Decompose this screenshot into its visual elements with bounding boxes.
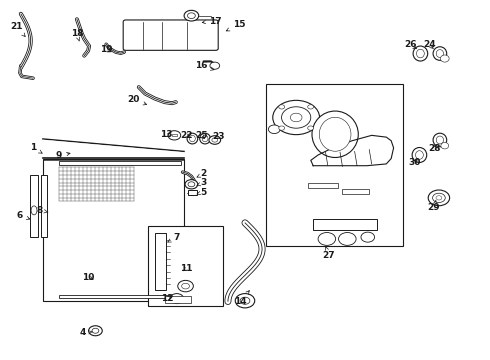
Text: 30: 30 — [408, 158, 421, 167]
Text: 11: 11 — [180, 264, 193, 273]
Circle shape — [436, 196, 442, 200]
Bar — [343, 189, 369, 194]
Bar — [155, 233, 166, 290]
Text: 26: 26 — [404, 40, 417, 49]
Text: 19: 19 — [100, 45, 112, 54]
Ellipse shape — [441, 143, 449, 149]
Text: 6: 6 — [17, 211, 30, 220]
Circle shape — [290, 113, 302, 122]
Text: 21: 21 — [10, 22, 25, 36]
Ellipse shape — [187, 133, 198, 144]
Ellipse shape — [441, 55, 449, 62]
Text: 28: 28 — [428, 144, 441, 153]
Circle shape — [209, 136, 221, 144]
Text: 22: 22 — [180, 131, 193, 140]
Text: 7: 7 — [168, 233, 180, 242]
Ellipse shape — [312, 111, 358, 157]
Text: 4: 4 — [80, 328, 92, 337]
Text: 9: 9 — [56, 151, 70, 160]
Ellipse shape — [412, 148, 427, 162]
Text: 13: 13 — [160, 130, 172, 139]
Text: 15: 15 — [226, 20, 245, 31]
Circle shape — [339, 233, 356, 246]
Bar — [30, 175, 38, 237]
Circle shape — [361, 232, 374, 242]
Circle shape — [210, 62, 220, 69]
Circle shape — [188, 13, 196, 18]
Ellipse shape — [31, 206, 37, 215]
Bar — [308, 183, 338, 188]
Text: 2: 2 — [197, 170, 207, 179]
Bar — [59, 161, 181, 165]
Circle shape — [235, 294, 255, 308]
Text: 3: 3 — [197, 178, 207, 187]
Circle shape — [282, 107, 311, 128]
Circle shape — [185, 180, 198, 189]
Bar — [147, 226, 223, 306]
Circle shape — [318, 233, 336, 246]
Ellipse shape — [433, 47, 447, 60]
Circle shape — [433, 193, 445, 203]
Circle shape — [240, 297, 250, 304]
Ellipse shape — [413, 46, 428, 61]
Circle shape — [279, 126, 285, 130]
Ellipse shape — [436, 136, 443, 144]
Circle shape — [89, 326, 102, 336]
Ellipse shape — [190, 135, 196, 142]
Circle shape — [273, 100, 319, 135]
Circle shape — [182, 283, 190, 289]
Circle shape — [178, 280, 194, 292]
Bar — [313, 219, 376, 230]
Text: 23: 23 — [212, 132, 224, 141]
Circle shape — [308, 105, 314, 109]
Bar — [59, 295, 181, 298]
Bar — [172, 134, 177, 136]
Text: 16: 16 — [195, 61, 214, 70]
Text: 29: 29 — [428, 201, 441, 212]
Bar — [266, 84, 403, 246]
Text: 5: 5 — [197, 188, 207, 197]
Circle shape — [170, 294, 184, 303]
Ellipse shape — [416, 151, 423, 159]
Bar — [188, 190, 197, 195]
Circle shape — [184, 10, 199, 21]
Ellipse shape — [202, 135, 208, 142]
Ellipse shape — [433, 133, 447, 147]
Text: 12: 12 — [161, 294, 173, 303]
Bar — [165, 296, 192, 303]
Circle shape — [428, 190, 450, 206]
Ellipse shape — [319, 117, 351, 151]
Circle shape — [92, 328, 99, 333]
Text: 1: 1 — [30, 143, 42, 153]
Text: 14: 14 — [234, 291, 249, 306]
Bar — [43, 158, 184, 301]
Ellipse shape — [436, 50, 443, 58]
Text: 10: 10 — [82, 273, 94, 282]
Circle shape — [188, 182, 195, 187]
Text: 27: 27 — [322, 247, 335, 260]
Ellipse shape — [200, 133, 210, 144]
Circle shape — [279, 105, 285, 109]
Text: 20: 20 — [127, 95, 147, 105]
Circle shape — [269, 125, 280, 134]
Bar — [41, 175, 47, 237]
Text: 8: 8 — [36, 206, 48, 215]
FancyBboxPatch shape — [123, 20, 218, 50]
Text: 18: 18 — [71, 29, 83, 41]
Text: 24: 24 — [423, 40, 436, 49]
Circle shape — [308, 126, 314, 130]
Circle shape — [168, 131, 181, 140]
Circle shape — [212, 138, 218, 142]
Text: 25: 25 — [195, 131, 207, 140]
Ellipse shape — [416, 49, 424, 58]
Text: 17: 17 — [202, 17, 222, 26]
